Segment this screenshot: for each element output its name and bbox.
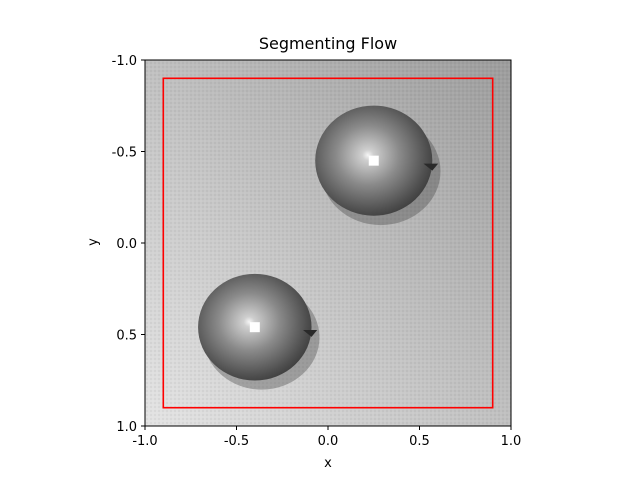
x-tick-label: 1.0	[501, 434, 522, 449]
segmentation-rectangle	[162, 77, 494, 409]
y-axis-ticks: -1.0 -0.5 0.0 0.5 1.0	[112, 54, 145, 435]
x-tick-label: 0.0	[318, 434, 339, 449]
image-objects	[198, 105, 441, 390]
apple-object	[198, 273, 320, 390]
apple-highlight	[368, 155, 379, 166]
apple-object	[315, 105, 441, 226]
y-tick-label: -1.0	[112, 54, 137, 69]
x-axis-label: x	[324, 456, 332, 471]
x-axis-ticks: -1.0 -0.5 0.0 0.5 1.0	[132, 426, 521, 449]
y-tick-label: 0.5	[116, 329, 137, 344]
x-tick-label: 0.5	[409, 434, 430, 449]
y-tick-label: 1.0	[116, 420, 137, 435]
x-tick-label: -1.0	[132, 434, 157, 449]
y-tick-label: -0.5	[112, 146, 137, 161]
y-tick-label: 0.0	[116, 237, 137, 252]
image-noise-texture	[145, 60, 511, 426]
apple-stem	[423, 163, 439, 171]
y-axis-label: y	[86, 238, 101, 246]
x-tick-label: -0.5	[224, 434, 249, 449]
chart-title: Segmenting Flow	[259, 34, 397, 53]
apple-stem	[303, 330, 318, 337]
apple-highlight	[249, 322, 260, 333]
plot-area	[144, 59, 512, 427]
